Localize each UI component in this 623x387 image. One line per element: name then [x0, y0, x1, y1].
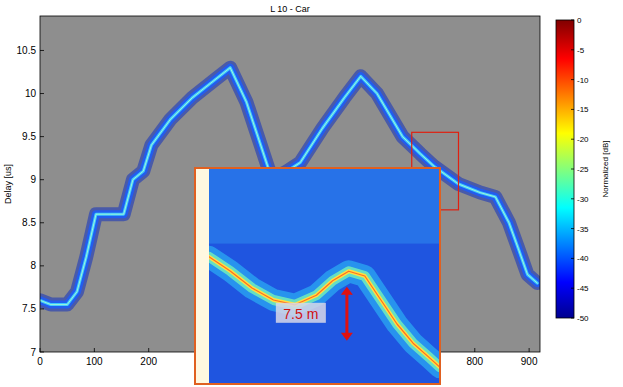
y-axis-label: Delay [us] [3, 164, 13, 204]
x-tick [474, 348, 475, 352]
x-tick-label: 0 [37, 356, 43, 367]
chart: 7 7.5 8 8.5 9 9.5 10 10.5 0 100 200 800 900 L 10 - Ca… [0, 0, 623, 387]
inset-trace-group [209, 257, 440, 367]
annotation-arrowhead [341, 333, 353, 341]
inset-scatter [209, 168, 440, 244]
colorbar-tick-label: -30 [577, 195, 589, 204]
colorbar-tick [571, 109, 574, 110]
inset-plot [209, 168, 440, 384]
colorbar-tick-label: -15 [577, 105, 589, 114]
colorbar-tick [571, 258, 574, 259]
y-tick [40, 265, 44, 266]
inset-trace [209, 257, 440, 367]
y-tick [40, 93, 44, 94]
y-tick [40, 50, 44, 51]
colorbar-tick-label: -45 [577, 284, 589, 293]
colorbar-tick [571, 198, 574, 199]
colorbar [556, 20, 574, 318]
colorbar-tick-label: -25 [577, 165, 589, 174]
y-tick-label: 8.5 [22, 217, 36, 228]
y-tick-label: 7.5 [22, 303, 36, 314]
annotation-arrow [345, 293, 348, 335]
inset-trace [209, 257, 440, 367]
y-tick-label: 10 [25, 88, 37, 99]
y-tick-label: 8 [30, 260, 36, 271]
x-tick [94, 348, 95, 352]
y-tick [40, 222, 44, 223]
colorbar-tick [571, 228, 574, 229]
colorbar-tick-label: 0 [577, 16, 582, 25]
title: L 10 - Car [270, 4, 310, 14]
colorbar-tick-label: -10 [577, 76, 589, 85]
annotation-arrowhead [341, 287, 353, 295]
y-tick [40, 308, 44, 309]
colorbar-tick [571, 79, 574, 80]
inset-trace [209, 257, 440, 367]
x-tick-label: 800 [466, 356, 483, 367]
y-tick-label: 7 [30, 347, 36, 358]
colorbar-tick [571, 139, 574, 140]
x-tick-label: 200 [140, 356, 157, 367]
inset-background [195, 168, 440, 384]
y-tick [40, 179, 44, 180]
colorbar-tick [571, 169, 574, 170]
x-tick [40, 348, 41, 352]
x-tick [529, 348, 530, 352]
colorbar-tick-label: -35 [577, 225, 589, 234]
colorbar-tick-label: -5 [577, 46, 585, 55]
colorbar-label: Normalized [dB] [601, 141, 610, 198]
y-tick-label: 10.5 [17, 45, 37, 56]
y-tick-label: 9 [30, 174, 36, 185]
y-tick-label: 9.5 [22, 131, 36, 142]
annotation-box [276, 303, 326, 323]
colorbar-tick [571, 288, 574, 289]
colorbar-tick [571, 318, 574, 319]
x-tick-label: 900 [521, 356, 538, 367]
colorbar-tick [571, 49, 574, 50]
colorbar-tick-label: -50 [577, 314, 589, 323]
annotation-label: 7.5 m [283, 306, 318, 322]
colorbar-tick-label: -20 [577, 135, 589, 144]
colorbar-tick-label: -40 [577, 254, 589, 263]
inset-trace [209, 257, 440, 367]
colorbar-tick [571, 20, 574, 21]
y-tick [40, 136, 44, 137]
x-tick-label: 100 [86, 356, 103, 367]
x-tick [148, 348, 149, 352]
y-tick [40, 352, 44, 353]
inset-frame [195, 168, 440, 384]
